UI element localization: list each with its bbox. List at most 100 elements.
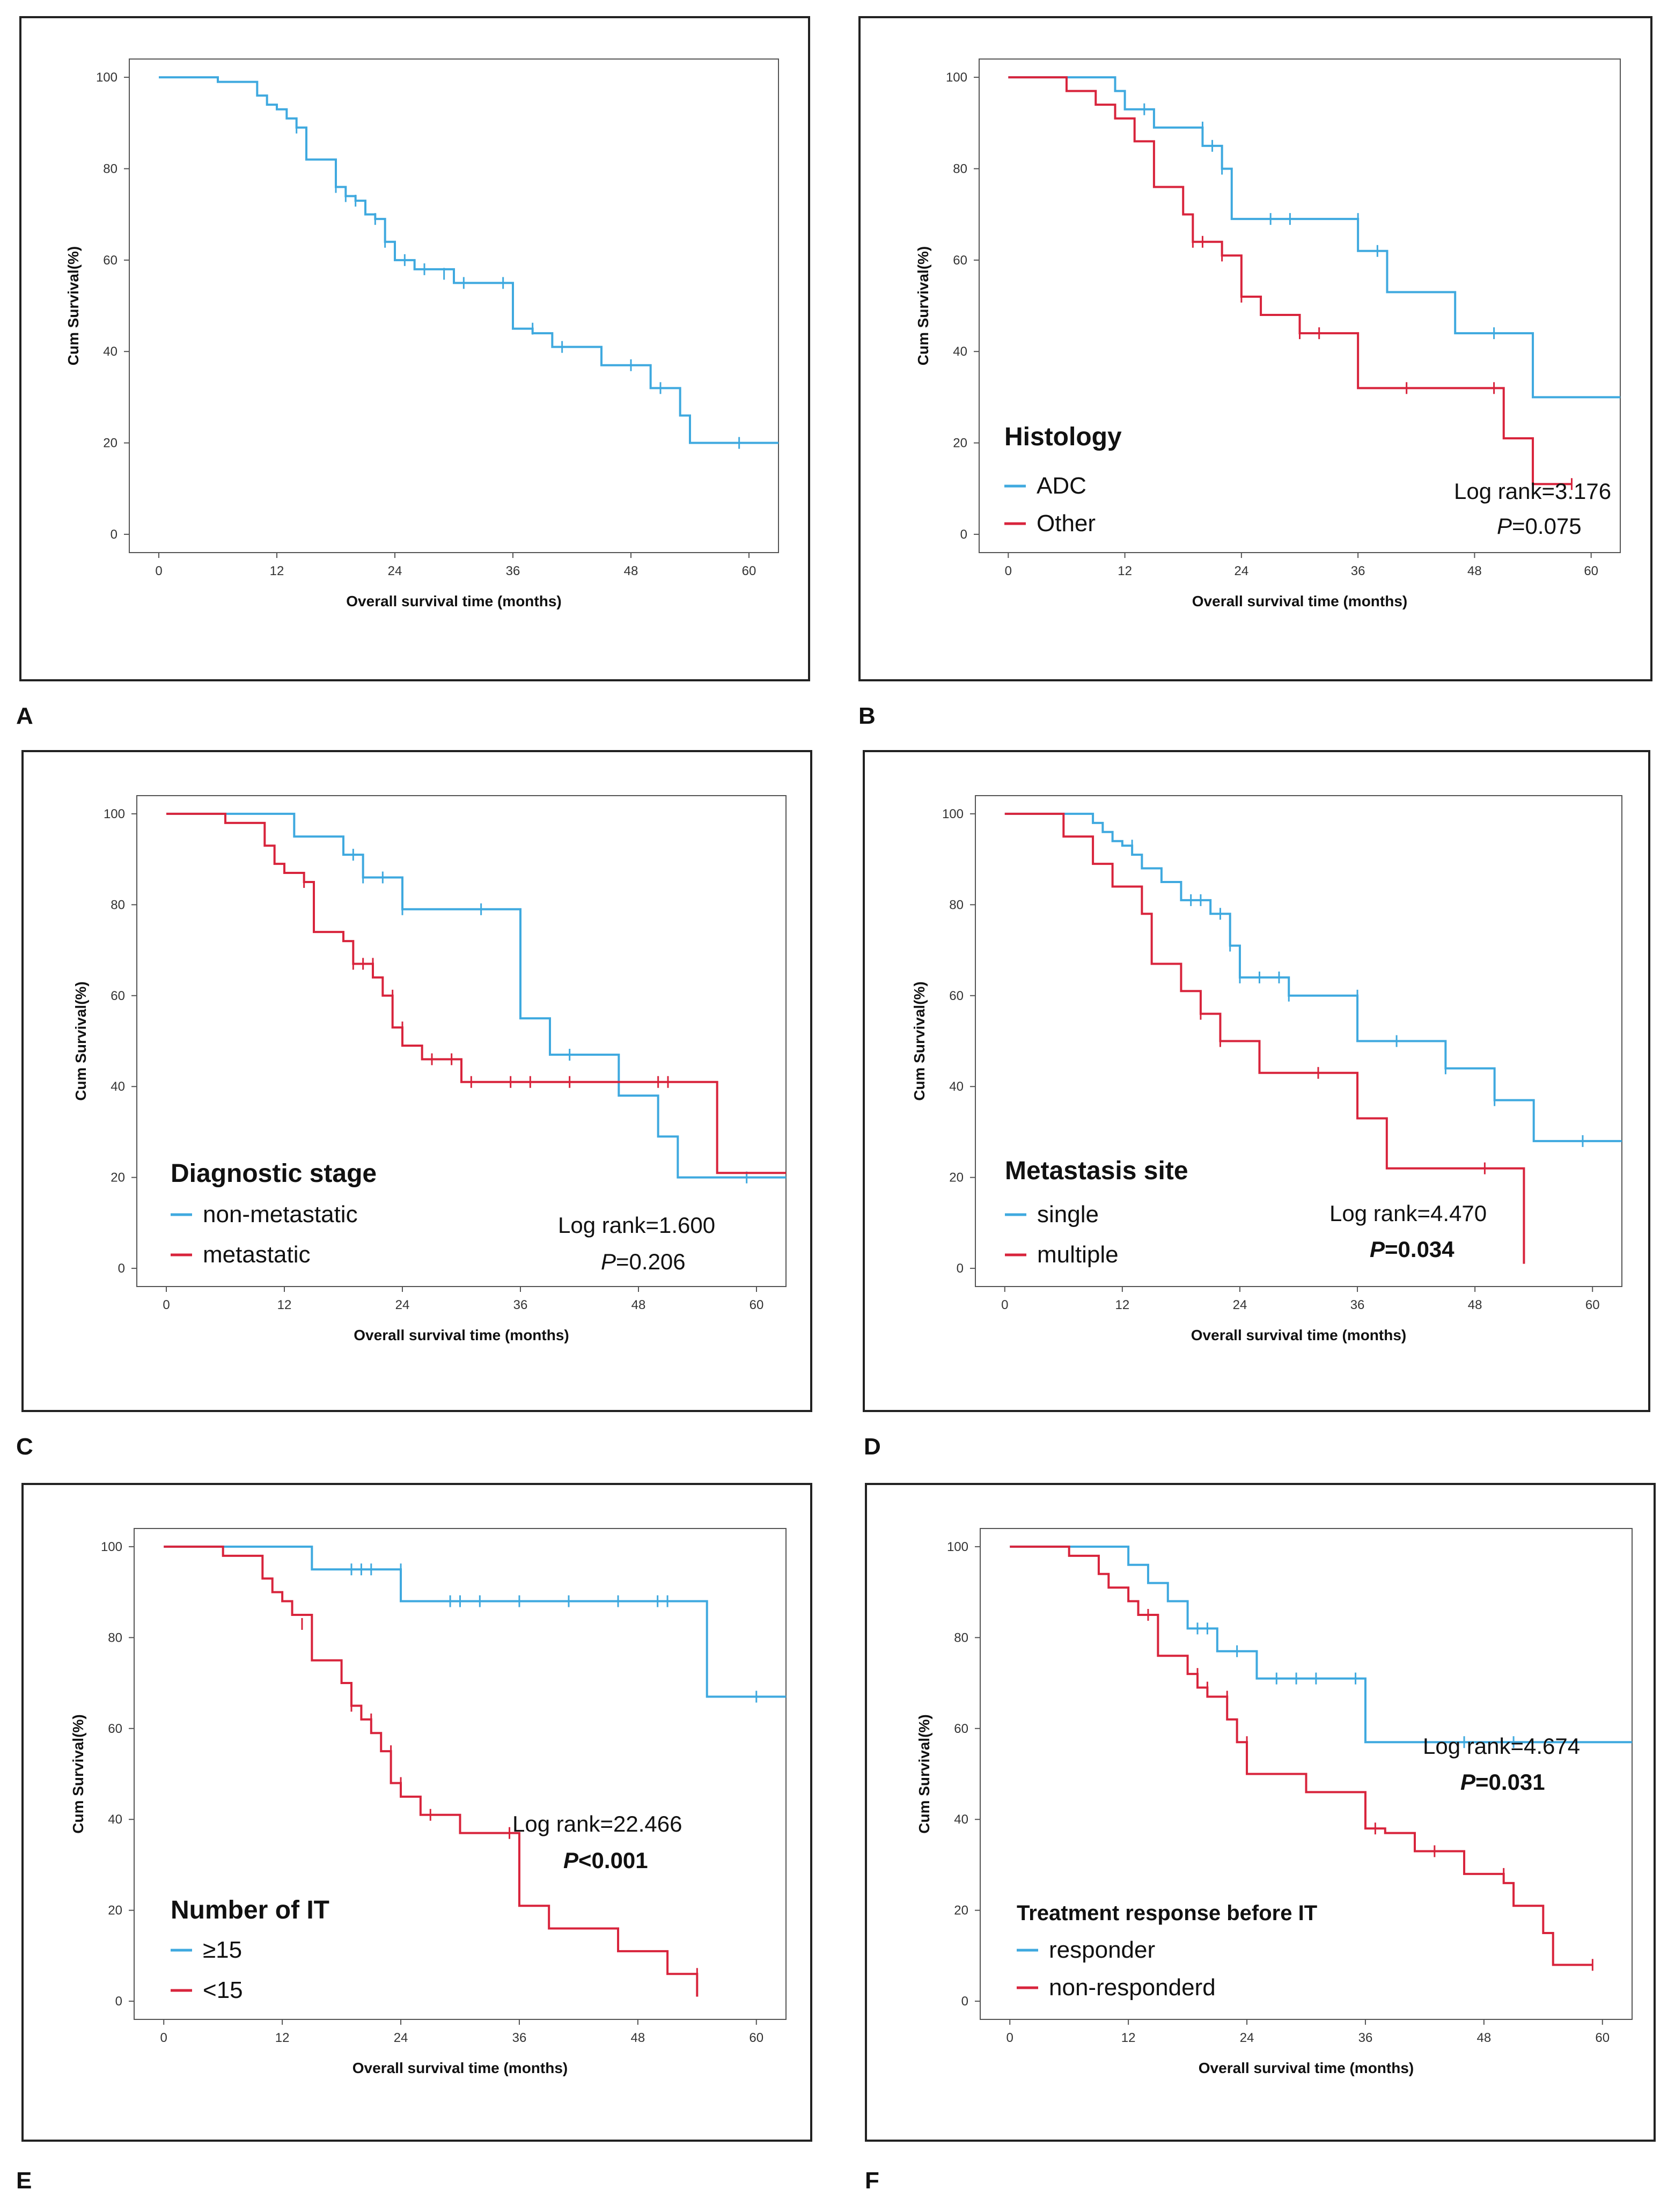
panel-letter-d: D (864, 1434, 881, 1460)
plot-area-frame (134, 1528, 787, 2020)
legend-entry-1: non-metastatic (203, 1201, 358, 1228)
y-axis-label: Cum Survival(%) (65, 246, 82, 366)
y-tick-label: 40 (108, 1812, 122, 1827)
x-tick-label: 60 (1585, 1298, 1600, 1312)
x-tick-label: 48 (1477, 2031, 1492, 2045)
legend-title: Histology (1004, 423, 1122, 451)
plot-area-frame (975, 795, 1622, 1287)
x-axis-label: Overall survival time (months) (352, 2060, 568, 2076)
panel-letter-a: A (16, 703, 33, 729)
km-chart-f: 0 12 24 36 48 60 0 20 40 60 80 100 Overall survival … (916, 1528, 1633, 2076)
x-axis-label: Overall survival time (months) (354, 1327, 569, 1343)
p-value-label: P (1497, 513, 1512, 539)
p-value-label: P (563, 1848, 579, 1873)
y-tick-label: 80 (954, 1630, 968, 1645)
x-axis-label: Overall survival time (months) (1192, 593, 1407, 609)
y-tick-label: 20 (953, 436, 967, 451)
y-tick-label: 60 (108, 1722, 122, 1736)
x-tick-label: 12 (270, 564, 284, 578)
plot-area-frame (129, 58, 779, 553)
y-tick-label: 80 (953, 161, 967, 176)
legend-entry-1: responder (1049, 1937, 1155, 1963)
p-value-number: =0.031 (1475, 1769, 1545, 1795)
x-axis-label: Overall survival time (months) (1199, 2060, 1414, 2076)
panel-letter-c: C (16, 1434, 33, 1460)
km-curve-group1 (164, 1545, 786, 1698)
y-tick-label: 80 (111, 898, 125, 912)
x-axis-label: Overall survival time (months) (346, 593, 561, 609)
y-tick-label: 20 (103, 436, 117, 451)
panel-letter-f: F (865, 2167, 879, 2194)
panel-letter-b: B (858, 703, 876, 729)
km-curve-group2 (1010, 1545, 1593, 1966)
x-tick-label: 0 (1005, 564, 1012, 578)
p-value-label: P (601, 1249, 616, 1274)
y-axis-label: Cum Survival(%) (916, 1714, 932, 1834)
y-tick-label: 40 (103, 344, 117, 359)
legend-title: Metastasis site (1005, 1157, 1188, 1185)
y-tick-label: 20 (111, 1171, 125, 1185)
km-curve-group1 (166, 812, 786, 1179)
y-tick-label: 40 (954, 1812, 968, 1827)
x-tick-label: 48 (1467, 564, 1482, 578)
x-tick-label: 60 (1595, 2031, 1610, 2045)
y-tick-label: 60 (949, 989, 964, 1003)
y-tick-label: 60 (111, 989, 125, 1003)
x-tick-label: 36 (1350, 1298, 1365, 1312)
x-tick-label: 60 (742, 564, 756, 578)
y-tick-label: 20 (954, 1904, 968, 1918)
panel-c-frame (21, 750, 812, 1412)
x-tick-label: 60 (750, 1298, 764, 1312)
x-tick-label: 36 (506, 564, 520, 578)
p-value: P<0.001 (563, 1848, 648, 1873)
p-value-number: <0.001 (578, 1848, 648, 1873)
p-value: P=0.206 (601, 1249, 686, 1274)
panel-b-frame (858, 16, 1652, 681)
legend-entry-2: metastatic (203, 1241, 311, 1268)
km-curve-group1 (1010, 1545, 1632, 1744)
x-tick-label: 12 (1118, 564, 1132, 578)
y-tick-label: 100 (946, 70, 967, 85)
x-tick-label: 36 (512, 2031, 527, 2045)
km-curve-group1 (1004, 812, 1622, 1142)
p-value-number: =0.206 (616, 1249, 686, 1274)
y-axis-label: Cum Survival(%) (915, 246, 931, 366)
y-tick-label: 80 (108, 1630, 122, 1645)
legend-entry-2: <15 (203, 1977, 243, 2003)
panel-a-frame (19, 16, 810, 681)
plot-area-frame (979, 58, 1621, 553)
legend-title: Diagnostic stage (171, 1159, 377, 1188)
log-rank-statistic: Log rank=22.466 (512, 1811, 682, 1836)
x-tick-label: 24 (394, 2031, 408, 2045)
y-tick-label: 40 (111, 1079, 125, 1094)
x-tick-label: 12 (1115, 1298, 1130, 1312)
legend-title: Number of IT (171, 1896, 329, 1924)
y-tick-label: 0 (960, 527, 967, 542)
y-tick-label: 60 (953, 253, 967, 268)
y-tick-label: 0 (961, 1994, 968, 2009)
legend-entry-1: single (1037, 1201, 1099, 1228)
p-value-number: =0.075 (1512, 513, 1582, 539)
plot-area-frame (136, 795, 787, 1287)
x-tick-label: 60 (749, 2031, 763, 2045)
x-tick-label: 12 (275, 2031, 290, 2045)
y-tick-label: 60 (103, 253, 117, 268)
y-tick-label: 100 (947, 1540, 968, 1554)
y-tick-label: 100 (101, 1540, 122, 1554)
y-axis-label: Cum Survival(%) (72, 981, 89, 1101)
log-rank-statistic: Log rank=1.600 (558, 1212, 715, 1238)
p-value-number: =0.034 (1385, 1237, 1454, 1262)
p-value-label: P (1460, 1769, 1476, 1795)
x-tick-label: 36 (513, 1298, 528, 1312)
x-tick-label: 36 (1351, 564, 1365, 578)
p-value: P=0.034 (1370, 1237, 1454, 1262)
panel-d-frame (863, 750, 1650, 1412)
km-curve-group2 (1004, 812, 1525, 1264)
y-axis-label: Cum Survival(%) (70, 1714, 86, 1834)
legend-entry-1: ADC (1037, 473, 1086, 499)
x-tick-label: 24 (1233, 1298, 1247, 1312)
km-curve-group1 (159, 76, 778, 444)
y-tick-label: 0 (115, 1994, 122, 2009)
x-tick-label: 48 (631, 2031, 645, 2045)
log-rank-statistic: Log rank=4.470 (1329, 1201, 1487, 1226)
